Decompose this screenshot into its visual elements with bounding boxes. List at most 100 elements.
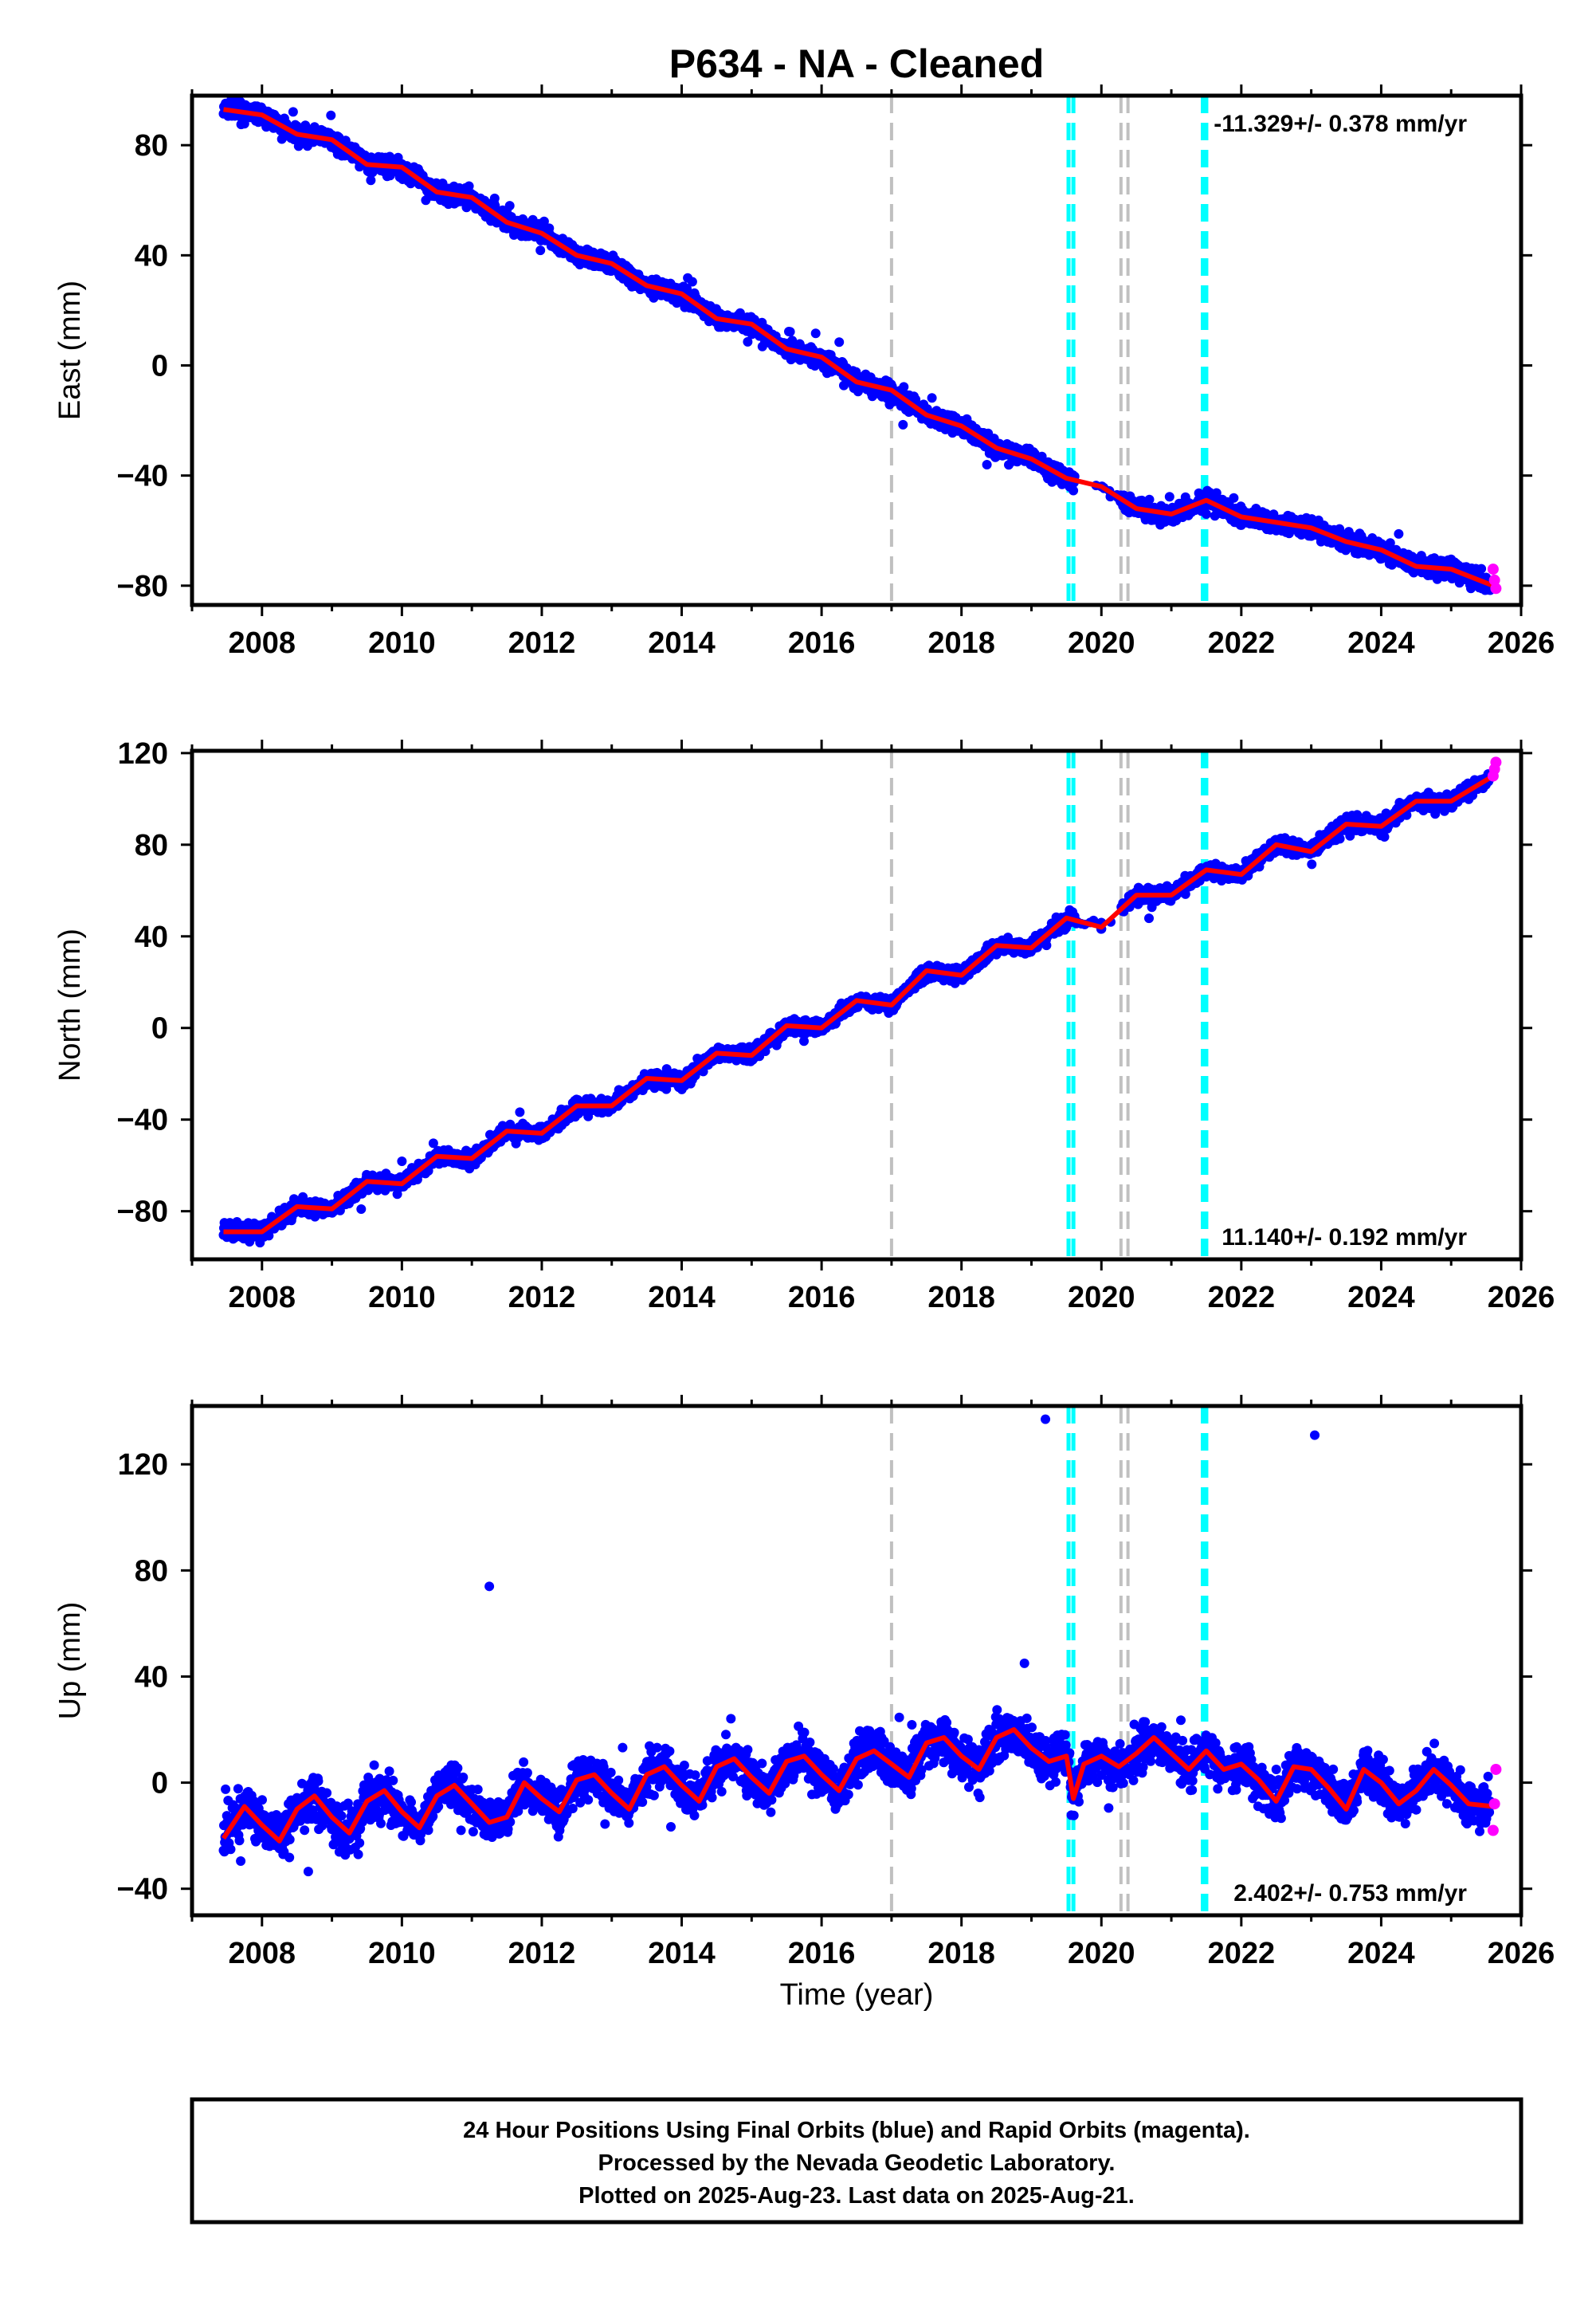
east-panel: 2008 2010 2012 2014 2016 2018 2020 2022 2024 2026… (53, 84, 1555, 660)
north-final-point-24 (1061, 922, 1072, 933)
up-final-point-8 (484, 1581, 495, 1592)
north-x-tick-label-2014: 2014 (648, 1281, 716, 1314)
up-x-tick-label-2020: 2020 (1068, 1937, 1135, 1970)
up-rapid-point-2 (1490, 1763, 1502, 1775)
north-y-tick-label-0: 0 (151, 1012, 168, 1046)
up-y-tick-label--40: −40 (117, 1873, 168, 1907)
up-x-tick-label-2026: 2026 (1488, 1937, 1555, 1970)
east-final-point-8 (502, 206, 512, 217)
east-y-tick-label-80: 80 (135, 129, 168, 163)
figure-title: P634 - NA - Cleaned (669, 41, 1045, 86)
north-x-tick-label-2008: 2008 (229, 1281, 296, 1314)
up-final-point-39 (1481, 1793, 1492, 1804)
east-x-tick-label-2026: 2026 (1488, 626, 1555, 660)
up-final-point-20 (886, 1751, 896, 1761)
east-x-tick-label-2012: 2012 (508, 626, 576, 660)
east-rate-label: -11.329+/- 0.378 mm/yr (1214, 111, 1467, 137)
north-y-tick-label--40: −40 (117, 1104, 168, 1137)
east-x-tick-label-2022: 2022 (1208, 626, 1276, 660)
up-final-point-25 (1041, 1414, 1051, 1424)
up-rapid-point-1 (1488, 1798, 1500, 1810)
east-y-tick-label-0: 0 (151, 349, 168, 383)
up-x-tick-label-2012: 2012 (508, 1937, 576, 1970)
north-rapid-point-2 (1490, 756, 1502, 768)
north-x-tick-label-2018: 2018 (927, 1281, 995, 1314)
east-final-point-29 (1236, 520, 1246, 530)
east-final-orbits-cloud (218, 96, 1496, 595)
east-plot-area (218, 96, 1502, 605)
east-rapid-point-2 (1490, 583, 1502, 595)
up-rate-label: 2.402+/- 0.753 mm/yr (1233, 1880, 1467, 1907)
up-x-tick-label-2014: 2014 (648, 1937, 716, 1970)
up-final-point-29 (1167, 1738, 1177, 1748)
footer-line-2: Processed by the Nevada Geodetic Laborat… (598, 2150, 1116, 2176)
up-final-point-16 (747, 1761, 757, 1772)
north-panel: 2008 2010 2012 2014 2016 2018 2020 2022 2024 2026… (53, 737, 1555, 1314)
north-x-tick-label-2020: 2020 (1068, 1281, 1135, 1314)
north-x-tick-label-2012: 2012 (508, 1281, 576, 1314)
east-x-tick-label-2010: 2010 (368, 626, 436, 660)
north-plot-area (218, 751, 1502, 1259)
up-y-axis-label: Up (mm) (53, 1602, 87, 1720)
east-frame (190, 93, 1523, 607)
east-model-line (223, 107, 1494, 588)
footer-line-1: 24 Hour Positions Using Final Orbits (bl… (463, 2118, 1250, 2143)
north-y-tick-label-80: 80 (135, 829, 168, 862)
up-x-tick-label-2022: 2022 (1208, 1937, 1276, 1970)
east-y-tick-label--80: −80 (117, 570, 168, 603)
north-rate-label: 11.140+/- 0.192 mm/yr (1222, 1224, 1467, 1251)
up-x-tick-label-2008: 2008 (229, 1937, 296, 1970)
north-final-point-20 (921, 975, 931, 985)
east-x-tick-label-2024: 2024 (1347, 626, 1415, 660)
up-y-tick-label-80: 80 (135, 1554, 168, 1588)
east-final-point-30 (1271, 525, 1281, 536)
up-final-point-33 (1306, 1759, 1316, 1769)
up-final-point-34 (1310, 1430, 1320, 1440)
east-rapid-point-1 (1488, 574, 1500, 586)
up-plot-area (218, 1406, 1502, 1915)
east-y-tick-label-40: 40 (135, 239, 168, 273)
north-y-tick-label-120: 120 (118, 737, 168, 771)
up-panel: 2008 2010 2012 2014 2016 2018 2020 2022 2024 2026… (53, 1395, 1555, 1970)
up-x-tick-label-2024: 2024 (1347, 1937, 1415, 1970)
up-x-tick-label-2010: 2010 (368, 1937, 436, 1970)
up-final-point-0 (222, 1817, 232, 1828)
up-model-line (221, 1727, 1494, 1844)
up-x-tick-label-2016: 2016 (788, 1937, 856, 1970)
north-x-tick-label-2016: 2016 (788, 1281, 856, 1314)
east-final-point-32 (1341, 542, 1351, 552)
east-final-point-28 (1201, 509, 1211, 520)
east-x-tick-label-2016: 2016 (788, 626, 856, 660)
north-x-tick-label-2010: 2010 (368, 1281, 436, 1314)
east-rapid-point-0 (1487, 564, 1499, 575)
east-x-tick-label-2020: 2020 (1068, 626, 1135, 660)
up-final-point-10 (536, 1785, 547, 1796)
up-final-point-32 (1271, 1764, 1281, 1774)
east-y-axis-label: East (mm) (53, 281, 87, 420)
x-axis-label: Time (year) (780, 1978, 934, 2012)
up-final-point-31 (1236, 1751, 1246, 1761)
up-x-tick-label-2018: 2018 (927, 1937, 995, 1970)
north-model-line (223, 774, 1495, 1235)
north-y-tick-label-40: 40 (135, 921, 168, 954)
up-final-orbits-cloud (218, 1705, 1496, 1877)
north-x-tick-label-2022: 2022 (1208, 1281, 1276, 1314)
up-final-point-18 (817, 1756, 827, 1766)
east-final-point-31 (1306, 531, 1316, 541)
footer-line-3: Plotted on 2025-Aug-23. Last data on 202… (578, 2183, 1135, 2209)
up-y-tick-label-40: 40 (135, 1660, 168, 1694)
north-x-tick-label-2026: 2026 (1488, 1281, 1555, 1314)
up-final-point-24 (1019, 1658, 1029, 1668)
up-y-tick-label-0: 0 (151, 1767, 168, 1801)
east-x-tick-label-2008: 2008 (229, 626, 296, 660)
up-final-point-1 (257, 1809, 267, 1820)
north-y-tick-label--80: −80 (117, 1196, 168, 1229)
north-frame (190, 748, 1523, 1262)
footer-box (190, 2097, 1523, 2225)
east-y-tick-label--40: −40 (117, 460, 168, 493)
up-y-tick-label-120: 120 (118, 1448, 168, 1482)
east-x-tick-label-2014: 2014 (648, 626, 716, 660)
north-final-point-22 (991, 949, 1002, 960)
north-x-tick-label-2024: 2024 (1347, 1281, 1415, 1314)
